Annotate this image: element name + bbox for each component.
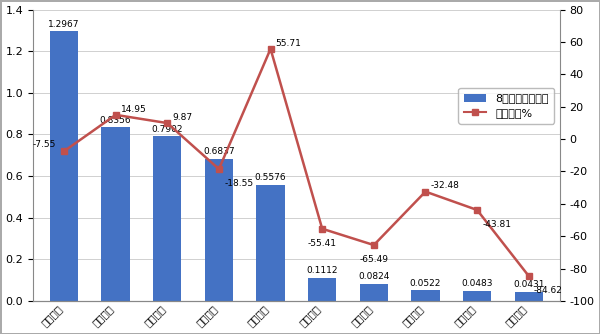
Text: 14.95: 14.95 — [121, 105, 146, 114]
Text: -65.49: -65.49 — [359, 255, 388, 264]
Bar — [50, 31, 78, 301]
Text: 55.71: 55.71 — [276, 39, 302, 48]
Text: 0.0824: 0.0824 — [358, 272, 389, 281]
Text: 9.87: 9.87 — [172, 113, 193, 122]
Bar — [153, 137, 181, 301]
Bar — [205, 159, 233, 301]
Text: -7.55: -7.55 — [33, 140, 56, 149]
Bar — [463, 291, 491, 301]
Text: -84.62: -84.62 — [534, 286, 563, 295]
Bar — [411, 290, 440, 301]
Text: 0.1112: 0.1112 — [307, 266, 338, 275]
Text: 0.0483: 0.0483 — [461, 279, 493, 288]
Text: 0.7902: 0.7902 — [152, 125, 183, 134]
Bar — [101, 127, 130, 301]
Text: 0.0431: 0.0431 — [513, 281, 544, 290]
Text: 0.6837: 0.6837 — [203, 147, 235, 156]
Bar — [308, 278, 337, 301]
Bar — [515, 292, 543, 301]
Text: 0.0522: 0.0522 — [410, 279, 441, 288]
Bar — [256, 185, 285, 301]
Text: 0.8356: 0.8356 — [100, 116, 131, 125]
Text: 0.5576: 0.5576 — [255, 173, 286, 182]
Text: -32.48: -32.48 — [431, 181, 460, 190]
Text: -55.41: -55.41 — [308, 239, 337, 248]
Text: -18.55: -18.55 — [224, 179, 253, 188]
Text: 1.2967: 1.2967 — [48, 20, 80, 28]
Text: -43.81: -43.81 — [482, 220, 511, 229]
Legend: 8月销量（万辆）, 同比增长%: 8月销量（万辆）, 同比增长% — [458, 88, 554, 124]
Bar — [359, 284, 388, 301]
